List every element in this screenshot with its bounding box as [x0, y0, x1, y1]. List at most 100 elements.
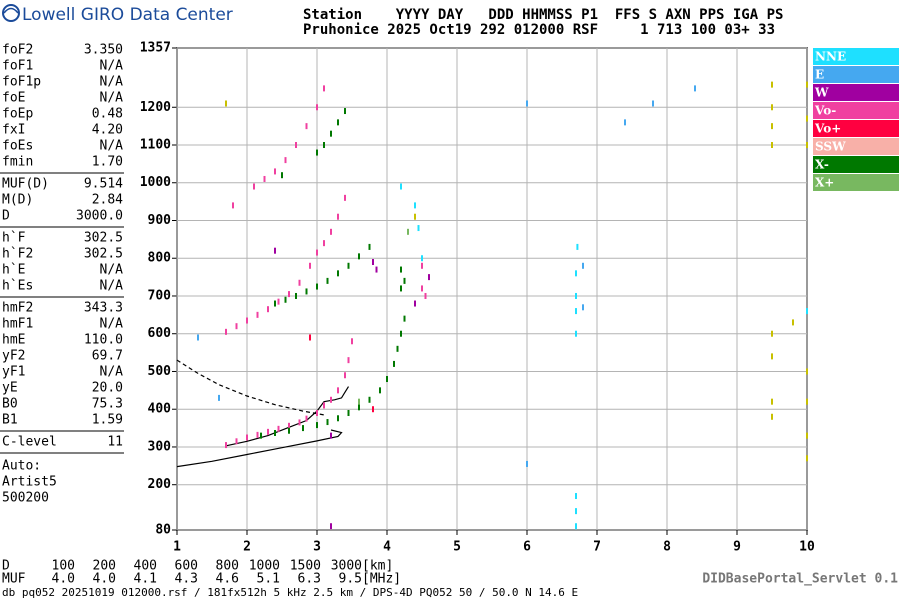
echo-point [421, 285, 423, 292]
echo-point [400, 330, 402, 337]
legend-label: Vo- [814, 104, 836, 118]
y-tick-label: 700 [148, 288, 172, 303]
param-name: h`Es [2, 279, 33, 294]
echo-point [368, 243, 371, 250]
legend-swatch [813, 156, 899, 173]
echo-point [298, 419, 301, 426]
echo-point [277, 425, 280, 432]
y-tick-label: 400 [148, 402, 172, 417]
echo-point [277, 298, 280, 305]
echo-point [575, 330, 577, 337]
echo-point [575, 523, 577, 530]
param-value: 69.7 [92, 349, 123, 364]
echo-point [246, 434, 248, 441]
param-name: foE [2, 91, 25, 106]
param-value: 3.350 [84, 43, 123, 58]
echo-point [267, 306, 269, 313]
echo-point [421, 255, 423, 262]
echo-point [771, 413, 773, 420]
echo-point [358, 398, 360, 405]
echo-point [771, 123, 773, 130]
echo-point [323, 85, 325, 92]
echo-point [771, 398, 773, 405]
echo-point [218, 394, 220, 401]
header-values: Pruhonice 2025 Oct19 292 012000 RSF 1 71… [303, 22, 775, 38]
y-tick-label: 1357 [140, 41, 171, 56]
y-tick-label: 80 [155, 523, 171, 538]
param-value: 1.70 [92, 155, 123, 170]
echo-point [575, 508, 577, 515]
echo-point [694, 85, 696, 92]
param-name: fmin [2, 155, 33, 170]
echo-point [274, 429, 276, 436]
echo-point [330, 432, 332, 439]
y-tick-label: 300 [148, 439, 172, 454]
echo-point [344, 108, 346, 115]
echo-point [235, 438, 238, 445]
echo-point [792, 319, 794, 326]
param-name: hmF2 [2, 301, 33, 316]
auto-text: Artist5 [2, 475, 57, 490]
param-value: 2.84 [92, 193, 123, 208]
legend-label: W [814, 86, 829, 100]
legend-swatch [813, 120, 899, 137]
x-tick-label: 8 [663, 540, 671, 555]
echo-point [253, 183, 255, 190]
param-value: N/A [100, 91, 124, 106]
param-name: yF1 [2, 365, 25, 380]
param-value: 20.0 [92, 381, 123, 396]
legend-label: SSW [815, 140, 846, 154]
echo-point [386, 376, 388, 383]
echo-point [330, 396, 332, 403]
param-value: N/A [100, 317, 124, 332]
legend-swatch [813, 84, 899, 101]
param-value: 9.514 [84, 177, 123, 192]
param-value: N/A [100, 59, 124, 74]
echo-point [526, 100, 528, 107]
param-value: N/A [100, 139, 124, 154]
echo-point [309, 334, 311, 341]
echo-point [414, 300, 416, 307]
muf-label: MUF [2, 572, 26, 587]
param-name: h`F2 [2, 247, 33, 262]
param-name: fxI [2, 123, 25, 138]
echo-point [806, 81, 808, 88]
param-value: 302.5 [84, 231, 123, 246]
echo-point [330, 228, 332, 235]
y-tick-label: 600 [148, 326, 172, 341]
logo-icon [2, 4, 20, 22]
echo-point [624, 119, 626, 126]
echo-point [246, 317, 248, 324]
echo-point [284, 296, 287, 303]
y-tick-label: 500 [148, 364, 172, 379]
param-name: D [2, 209, 10, 224]
param-name: foF1p [2, 75, 41, 90]
echo-point [358, 404, 360, 411]
echo-point [575, 270, 577, 277]
param-value: 0.48 [92, 107, 123, 122]
echo-point [316, 149, 318, 156]
muf-value: 5.1 [257, 572, 280, 587]
y-tick-label: 1000 [140, 175, 171, 190]
x-tick-label: 2 [243, 540, 251, 555]
muf-value: 4.0 [52, 572, 75, 587]
echo-point [575, 493, 577, 500]
echo-point [302, 425, 304, 432]
echo-point [225, 100, 227, 107]
echo-point [197, 334, 199, 341]
echo-point [316, 422, 318, 429]
echo-point [368, 396, 371, 403]
muf-unit: [MHz] [362, 572, 401, 587]
param-value: 343.3 [84, 301, 123, 316]
echo-point [309, 262, 311, 269]
distance-value: 3000 [331, 559, 362, 574]
echo-point [771, 81, 773, 88]
echo-point [256, 431, 259, 438]
param-value: 4.20 [92, 123, 123, 138]
echo-point [806, 432, 808, 439]
echo-point [358, 253, 360, 260]
y-tick-label: 200 [148, 477, 172, 492]
y-tick-label: 1100 [140, 138, 171, 153]
echo-point [295, 292, 297, 299]
